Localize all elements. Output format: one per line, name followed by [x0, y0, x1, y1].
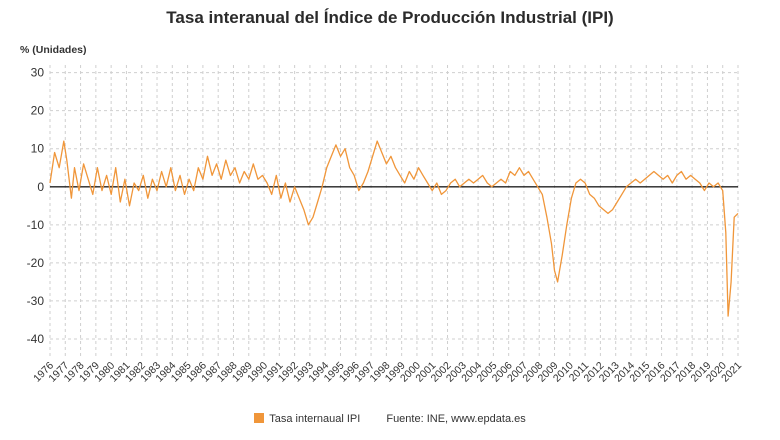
source-note: Fuente: INE, www.epdata.es: [386, 413, 526, 425]
x-axis-tick-labels: 1976197719781979198019811982198319841985…: [31, 360, 744, 385]
y-tick-label: 0: [37, 180, 44, 194]
y-axis-unit-label: % (Unidades): [20, 44, 87, 56]
y-tick-label: 20: [31, 104, 45, 118]
y-axis-tick-labels: 30 20 10 0 -10 -20 -30 -40: [27, 66, 45, 346]
chart-title: Tasa interanual del Índice de Producción…: [166, 8, 614, 27]
legend-swatch: [254, 413, 265, 423]
grid-lines: [49, 65, 739, 358]
y-tick-label: 10: [31, 142, 45, 156]
y-tick-label: -30: [27, 294, 45, 308]
chart-legend: Tasa internaual IPI Fuente: INE, www.epda…: [0, 413, 780, 425]
y-tick-label: -40: [27, 332, 45, 346]
series-line-ipi: [49, 140, 739, 317]
y-tick-label: 30: [31, 66, 45, 80]
y-tick-label: -10: [27, 218, 45, 232]
legend-series-name: Tasa internaual IPI: [269, 413, 361, 425]
y-tick-label: -20: [27, 256, 45, 270]
